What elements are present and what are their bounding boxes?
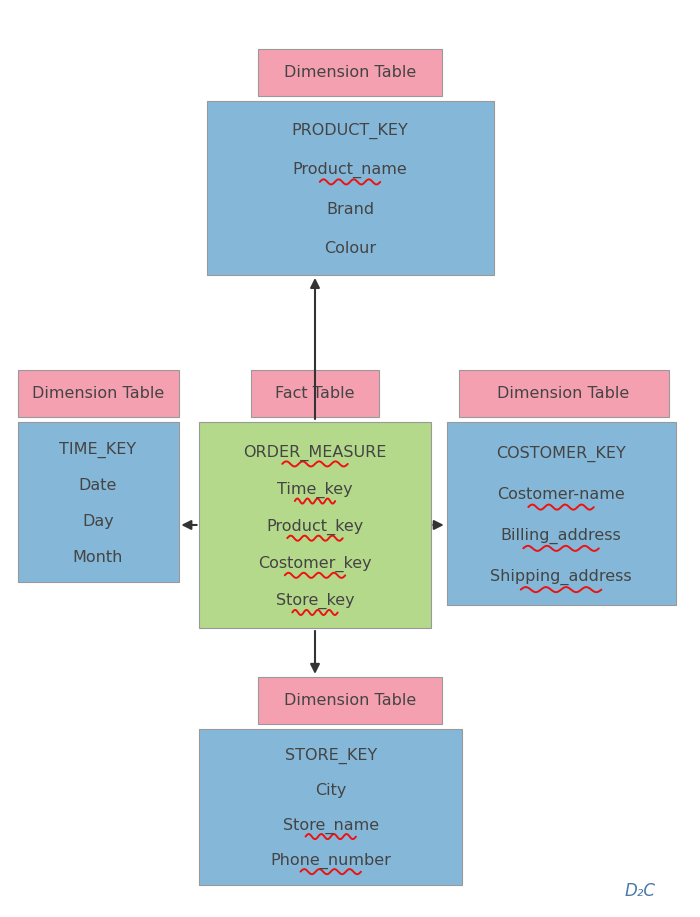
FancyBboxPatch shape — [447, 422, 676, 605]
Text: Phone_number: Phone_number — [270, 853, 391, 869]
Text: Billing_address: Billing_address — [500, 528, 622, 544]
Text: Store_key: Store_key — [276, 593, 354, 610]
Text: ORDER_MEASURE: ORDER_MEASURE — [244, 445, 386, 461]
Text: Colour: Colour — [324, 241, 376, 256]
Text: Brand: Brand — [326, 202, 374, 216]
Text: TIME_KEY: TIME_KEY — [60, 441, 136, 458]
Text: Costomer_key: Costomer_key — [258, 556, 372, 572]
Text: Shipping_address: Shipping_address — [490, 569, 632, 585]
Text: Costomer-name: Costomer-name — [497, 487, 625, 503]
Text: Product_key: Product_key — [267, 519, 363, 536]
Text: Date: Date — [79, 478, 117, 493]
FancyBboxPatch shape — [18, 370, 178, 417]
Text: Month: Month — [73, 550, 123, 565]
Text: Dimension Table: Dimension Table — [284, 693, 416, 708]
Text: Dimension Table: Dimension Table — [498, 386, 629, 401]
Text: COSTOMER_KEY: COSTOMER_KEY — [496, 446, 626, 461]
Text: Product_name: Product_name — [293, 162, 407, 178]
Text: Dimension Table: Dimension Table — [32, 386, 164, 401]
FancyBboxPatch shape — [258, 677, 442, 724]
FancyBboxPatch shape — [251, 370, 379, 417]
Text: STORE_KEY: STORE_KEY — [285, 747, 377, 764]
FancyBboxPatch shape — [199, 729, 462, 885]
Text: D₂C: D₂C — [625, 882, 656, 900]
Text: Store_name: Store_name — [283, 818, 379, 834]
Text: Fact Table: Fact Table — [275, 386, 355, 401]
FancyBboxPatch shape — [458, 370, 668, 417]
FancyBboxPatch shape — [206, 101, 494, 275]
FancyBboxPatch shape — [258, 49, 442, 96]
FancyBboxPatch shape — [18, 422, 178, 582]
Text: Dimension Table: Dimension Table — [284, 65, 416, 80]
Text: Day: Day — [82, 514, 114, 529]
Text: Time_key: Time_key — [277, 481, 353, 498]
FancyBboxPatch shape — [199, 422, 430, 628]
Text: PRODUCT_KEY: PRODUCT_KEY — [292, 123, 408, 139]
Text: City: City — [315, 783, 346, 799]
